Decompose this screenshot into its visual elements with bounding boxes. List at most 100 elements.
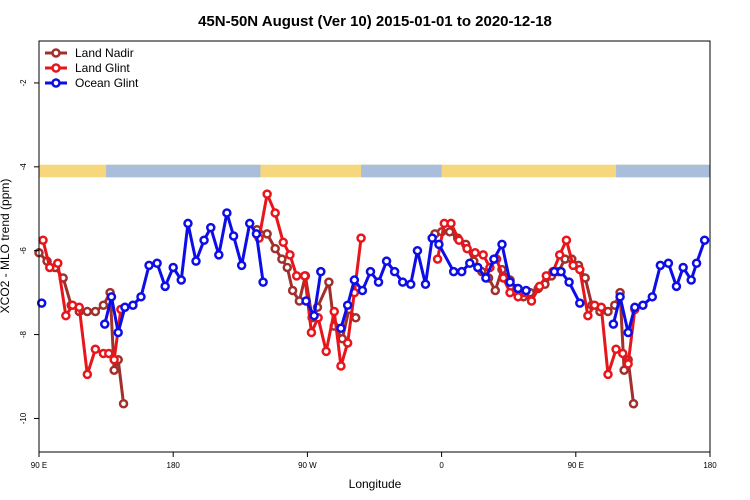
data-point — [365, 266, 376, 277]
y-axis-label: XCO2 - MLO trend (ppm) — [0, 179, 12, 314]
data-point — [608, 319, 619, 329]
data-point — [420, 279, 431, 289]
data-point — [106, 292, 117, 302]
data-point — [647, 292, 658, 302]
data-point — [412, 245, 423, 256]
data-point — [199, 235, 209, 245]
data-point — [270, 208, 280, 218]
data-point — [120, 302, 130, 313]
data-point — [214, 250, 224, 260]
data-point — [618, 348, 628, 359]
data-point — [521, 285, 531, 296]
data-point — [98, 300, 109, 310]
data-point — [336, 361, 346, 371]
data-point — [191, 256, 201, 266]
data-point — [104, 348, 114, 359]
x-axis: 90 E 180 90 W 0 90 E 180 — [31, 452, 717, 470]
data-point — [405, 279, 416, 289]
data-point — [236, 260, 247, 271]
data-point — [575, 298, 585, 308]
data-point — [497, 239, 507, 250]
data-point — [270, 243, 280, 254]
ocean-band-segment — [106, 164, 261, 178]
data-point — [623, 359, 633, 369]
data-point — [568, 260, 578, 271]
data-point — [309, 310, 319, 321]
ocean-band-segment — [616, 164, 710, 178]
data-point — [534, 281, 545, 292]
data-point — [505, 287, 515, 298]
data-point — [278, 237, 288, 248]
chart-title: 45N-50N August (Ver 10) 2015-01-01 to 20… — [198, 13, 552, 30]
data-point — [282, 262, 293, 273]
data-point — [490, 285, 501, 296]
data-point — [561, 235, 572, 245]
legend-marker — [51, 78, 61, 88]
data-point — [321, 346, 331, 357]
data-point — [427, 233, 437, 243]
legend-label: Ocean Glint — [75, 76, 139, 90]
data-point — [342, 338, 353, 348]
legend-item: Land Glint — [45, 61, 130, 75]
data-point — [82, 369, 93, 380]
data-point — [44, 262, 55, 273]
data-point — [324, 277, 334, 287]
data-point — [336, 323, 346, 334]
data-point — [699, 235, 710, 245]
legend-marker — [51, 48, 61, 58]
data-point — [356, 233, 366, 243]
data-point — [615, 292, 625, 302]
data-point — [454, 235, 464, 245]
data-point — [342, 300, 353, 310]
data-point — [136, 292, 146, 302]
data-point — [109, 365, 119, 375]
data-point — [596, 302, 607, 313]
data-point — [678, 262, 688, 273]
data-point — [128, 300, 138, 310]
legend-label: Land Glint — [75, 61, 130, 75]
data-point — [357, 285, 368, 296]
series-layer — [34, 189, 710, 409]
data-point — [299, 271, 310, 281]
x-tick-label: 180 — [703, 461, 717, 470]
data-point — [61, 310, 71, 321]
data-point — [118, 399, 129, 409]
data-point — [373, 277, 384, 287]
data-point — [90, 306, 101, 317]
data-point — [448, 266, 459, 277]
y-tick-label: -6 — [19, 247, 28, 255]
data-point — [36, 298, 47, 308]
data-point — [291, 271, 302, 281]
data-point — [301, 296, 311, 306]
data-point — [222, 208, 232, 218]
data-point — [655, 260, 666, 271]
data-point — [481, 273, 491, 283]
data-point — [144, 260, 154, 271]
data-point — [244, 218, 255, 229]
data-point — [505, 277, 515, 287]
series-ocean-glint — [36, 208, 710, 338]
y-tick-label: -2 — [19, 79, 28, 87]
series-line — [103, 211, 265, 334]
data-point — [349, 275, 360, 285]
data-point — [258, 277, 268, 287]
data-point — [671, 281, 682, 292]
data-point — [90, 344, 101, 354]
data-point — [564, 277, 574, 287]
data-point — [686, 275, 696, 285]
data-point — [603, 306, 613, 317]
legend-marker — [51, 63, 61, 73]
data-point — [176, 275, 187, 285]
data-point — [251, 229, 262, 239]
data-point — [444, 227, 455, 237]
data-point — [350, 313, 361, 323]
data-point — [541, 271, 552, 281]
data-point — [38, 235, 48, 245]
data-point — [74, 302, 85, 313]
legend-item: Land Nadir — [45, 46, 134, 60]
plot-frame — [38, 40, 711, 453]
data-point — [100, 319, 110, 329]
data-point — [206, 222, 216, 233]
